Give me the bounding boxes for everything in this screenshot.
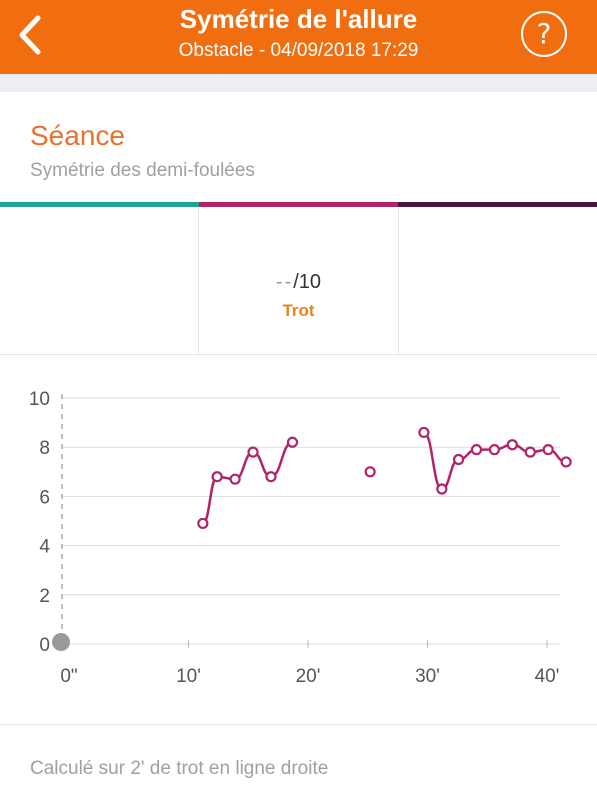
data-point xyxy=(506,439,518,451)
chevron-left-icon xyxy=(19,15,41,55)
tab-bar-1[interactable] xyxy=(0,202,199,207)
score-cell-2[interactable]: --/10 Trot xyxy=(199,207,399,354)
gait-label: Trot xyxy=(282,301,315,320)
y-tick-label: 2 xyxy=(39,586,50,607)
app-header: Symétrie de l'allure Obstacle - 04/09/20… xyxy=(0,0,597,74)
x-tick-label: 30' xyxy=(415,666,440,687)
footer-note: Calculé sur 2' de trot en ligne droite xyxy=(30,758,329,779)
data-point xyxy=(470,444,483,456)
data-point xyxy=(229,473,241,485)
data-point xyxy=(436,483,448,495)
data-point xyxy=(211,471,223,483)
x-tick-label: 10' xyxy=(176,666,201,687)
score-placeholder: -- xyxy=(275,271,294,293)
series-line xyxy=(201,441,293,525)
page-title: Symétrie de l'allure xyxy=(179,4,418,34)
x-tick-label: 0" xyxy=(60,666,77,687)
x-tick-label: 40' xyxy=(535,666,560,687)
score-cells: --/10 Trot xyxy=(0,207,597,355)
data-point xyxy=(452,453,465,466)
tab-bar-2[interactable] xyxy=(199,202,398,207)
footer-divider xyxy=(0,724,597,725)
origin-marker xyxy=(52,633,70,651)
symmetry-chart: 0 2 4 6 8 10 0" 10' 20' 30' 40' xyxy=(0,356,597,722)
page-subtitle: Obstacle - 04/09/2018 17:29 xyxy=(178,40,419,61)
data-point xyxy=(286,436,299,448)
score-cell-3[interactable] xyxy=(399,207,597,354)
tab-color-bars xyxy=(0,202,597,207)
data-point xyxy=(542,444,554,456)
y-tick-label: 10 xyxy=(29,389,50,410)
score-cell-1[interactable] xyxy=(0,207,200,354)
tab-bar-3[interactable] xyxy=(398,202,597,207)
y-tick-label: 0 xyxy=(39,635,50,656)
data-point xyxy=(488,444,501,456)
data-point xyxy=(197,517,209,530)
y-tick-label: 4 xyxy=(39,537,50,558)
header-divider-strip xyxy=(0,74,597,92)
section-title: Séance xyxy=(30,120,125,151)
chart-svg: 0 2 4 6 8 10 0" 10' 20' 30' 40' xyxy=(29,389,572,687)
data-point xyxy=(364,466,376,478)
data-point xyxy=(560,456,572,468)
data-point xyxy=(524,446,536,458)
y-tick-label: 6 xyxy=(39,487,50,508)
data-point xyxy=(418,426,430,439)
series-line xyxy=(423,431,567,491)
section-subtitle: Symétrie des demi-foulées xyxy=(30,160,255,181)
y-tick-label: 8 xyxy=(39,438,50,459)
help-button[interactable]: ? xyxy=(521,11,567,57)
data-point xyxy=(265,471,277,483)
x-tick-label: 20' xyxy=(296,666,321,687)
data-point xyxy=(247,446,259,458)
score-suffix: /10 xyxy=(293,271,322,293)
back-button[interactable] xyxy=(10,10,50,60)
score-value: --/10 xyxy=(199,271,397,294)
